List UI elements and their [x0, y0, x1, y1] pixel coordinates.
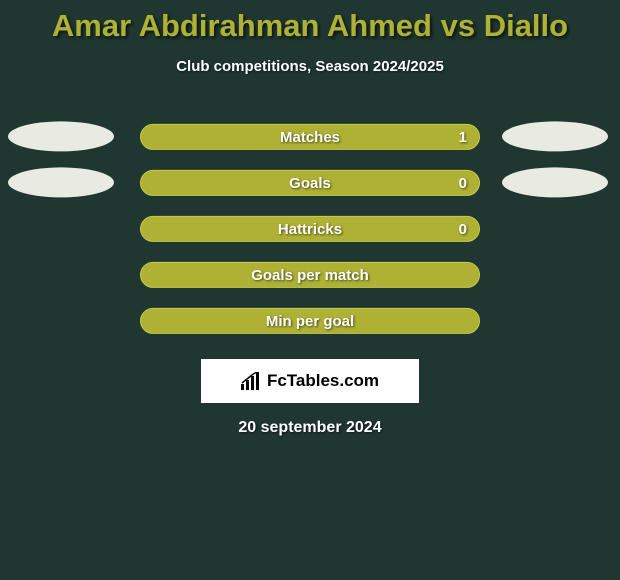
- stat-bar: Hattricks0: [140, 216, 480, 242]
- stat-value: 0: [459, 220, 467, 237]
- comparison-subtitle: Club competitions, Season 2024/2025: [0, 58, 620, 75]
- stat-label: Goals per match: [141, 266, 479, 283]
- player-left-marker: [8, 121, 114, 151]
- stat-bar: Min per goal: [140, 308, 480, 334]
- stat-row: Goals per match: [0, 255, 620, 301]
- brand-box: FcTables.com: [201, 359, 419, 403]
- stat-value: 1: [459, 128, 467, 145]
- stats-rows: Matches1Goals0Hattricks0Goals per matchM…: [0, 117, 620, 347]
- chart-icon: [241, 372, 261, 390]
- stat-row: Goals0: [0, 163, 620, 209]
- player-right-marker: [502, 167, 608, 197]
- stat-row: Min per goal: [0, 301, 620, 347]
- player-right-marker: [502, 121, 608, 151]
- stat-row: Hattricks0: [0, 209, 620, 255]
- stat-label: Min per goal: [141, 312, 479, 329]
- comparison-title: Amar Abdirahman Ahmed vs Diallo: [0, 0, 620, 44]
- footer-date: 20 september 2024: [0, 419, 620, 437]
- brand-text: FcTables.com: [267, 371, 379, 391]
- stat-label: Matches: [141, 128, 479, 145]
- stat-bar: Goals per match: [140, 262, 480, 288]
- stat-label: Hattricks: [141, 220, 479, 237]
- stat-bar: Goals0: [140, 170, 480, 196]
- stat-bar: Matches1: [140, 124, 480, 150]
- stat-label: Goals: [141, 174, 479, 191]
- player-left-marker: [8, 167, 114, 197]
- stat-row: Matches1: [0, 117, 620, 163]
- stat-value: 0: [459, 174, 467, 191]
